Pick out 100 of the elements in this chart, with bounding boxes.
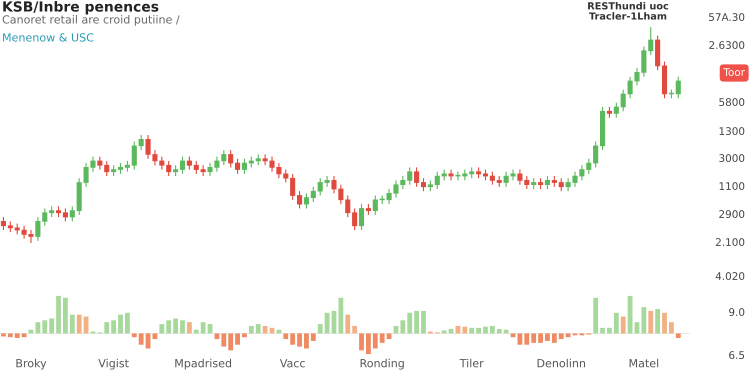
bar [228,333,234,350]
bar [400,320,406,334]
bar [283,333,288,340]
bar [504,330,509,334]
text: 4.020 [716,272,744,280]
text: 57A.30 [709,13,744,22]
bar [414,310,420,334]
bar [442,330,447,334]
bar [496,328,502,334]
bar [42,320,48,334]
bar [111,320,116,334]
bar [297,333,302,347]
x-tick-label: Denolinn [538,358,586,368]
text: RESThundi uoc Tracler-1Lham [588,2,668,20]
bar [276,330,282,334]
bar [510,333,516,338]
bar [63,298,68,334]
bar [620,316,626,334]
bar [22,333,27,338]
bar [318,324,323,334]
bar [648,310,654,334]
bar [159,324,164,334]
bar [448,328,454,334]
bar [1,333,6,336]
bar [338,298,344,334]
bar [35,322,40,334]
bar [469,328,474,334]
bar [221,333,226,347]
bar [173,318,178,334]
bar [456,326,460,334]
bar [518,333,522,345]
text: 2900 [719,210,744,218]
bar [483,326,488,334]
bar [359,333,364,350]
x-tick-label: Broky [16,358,46,370]
bar [235,333,240,345]
bar [248,326,254,334]
bar [332,310,336,334]
chart-title: KSB/Inbre penences [3,1,158,14]
bar [180,320,185,334]
bar [476,328,482,334]
x-tick-label: Mpadrised [175,358,232,370]
x-tick-label: Vacc [280,359,305,368]
bar [380,333,385,343]
bar [270,328,274,334]
chart-subtitle: Canoret retail are croid putiine / [2,15,180,26]
text: 2.6300 [709,41,744,50]
text: 5800 [719,98,744,106]
bar [28,330,34,334]
bar [166,320,172,334]
bar [138,333,144,345]
bar [668,322,674,334]
bar [304,333,309,348]
bar [531,333,536,343]
bar [614,312,619,334]
bar [372,333,378,348]
bar [56,296,61,334]
bar [552,333,557,343]
bar [352,326,358,334]
bar [394,326,398,334]
bar [194,330,199,334]
bar [593,298,598,334]
bar [242,333,247,338]
bar [641,307,646,334]
bar [14,333,20,338]
text: Toor [723,68,745,76]
bar [558,333,564,340]
bar [70,314,75,334]
bar [407,312,412,334]
bar [634,322,640,334]
text: 2.100 [716,238,744,246]
bar [118,314,123,334]
bar [524,333,530,345]
bar [345,314,350,334]
x-tick-label: Vigist [98,358,129,370]
bar [324,312,330,334]
x-tick-label: Matel [630,358,658,368]
bar [421,310,426,334]
bar [538,333,543,343]
bar [76,314,82,334]
bar [655,309,660,334]
bar [208,324,212,334]
bar [545,333,550,341]
bar [49,318,54,334]
bar [607,328,612,334]
bar [84,316,88,334]
text: 9.0 [729,308,744,316]
bar [462,326,468,334]
bar [146,333,150,348]
x-tick-label: Ronding [360,358,404,370]
x-tick-label: Tiler [460,358,484,368]
bar [104,322,110,334]
annotation: Menenow & USC [3,33,94,42]
bar [676,333,681,338]
bar [200,322,206,334]
bar [214,333,220,340]
bar [566,333,571,338]
text: 1300 [720,127,744,136]
bar [628,296,632,334]
bar [662,312,667,334]
